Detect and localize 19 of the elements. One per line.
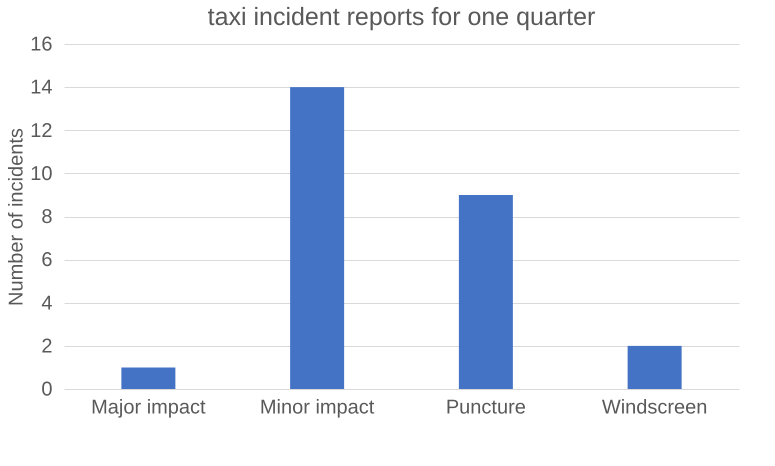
bar bbox=[458, 194, 513, 389]
x-tick-label: Major impact bbox=[91, 396, 206, 418]
y-tick-label: 2 bbox=[41, 335, 52, 358]
bar bbox=[628, 346, 682, 389]
x-tick-label: Windscreen bbox=[602, 396, 708, 418]
chart-title: taxi incident reports for one quarter bbox=[208, 3, 596, 31]
x-tick-label: Minor impact bbox=[260, 396, 375, 418]
x-tick-label: Puncture bbox=[446, 396, 526, 418]
y-tick-label: 4 bbox=[41, 292, 52, 314]
y-tick-label: 12 bbox=[30, 120, 52, 142]
y-tick-label: 14 bbox=[30, 76, 52, 99]
y-tick-label: 16 bbox=[30, 34, 52, 56]
y-tick-label: 10 bbox=[30, 162, 52, 185]
y-axis-title: Number of incidents bbox=[5, 128, 28, 306]
bar bbox=[290, 87, 344, 389]
bar bbox=[121, 367, 176, 389]
y-tick-label: 8 bbox=[41, 206, 52, 228]
y-tick-label: 0 bbox=[41, 378, 52, 400]
y-tick-label: 6 bbox=[41, 249, 52, 272]
